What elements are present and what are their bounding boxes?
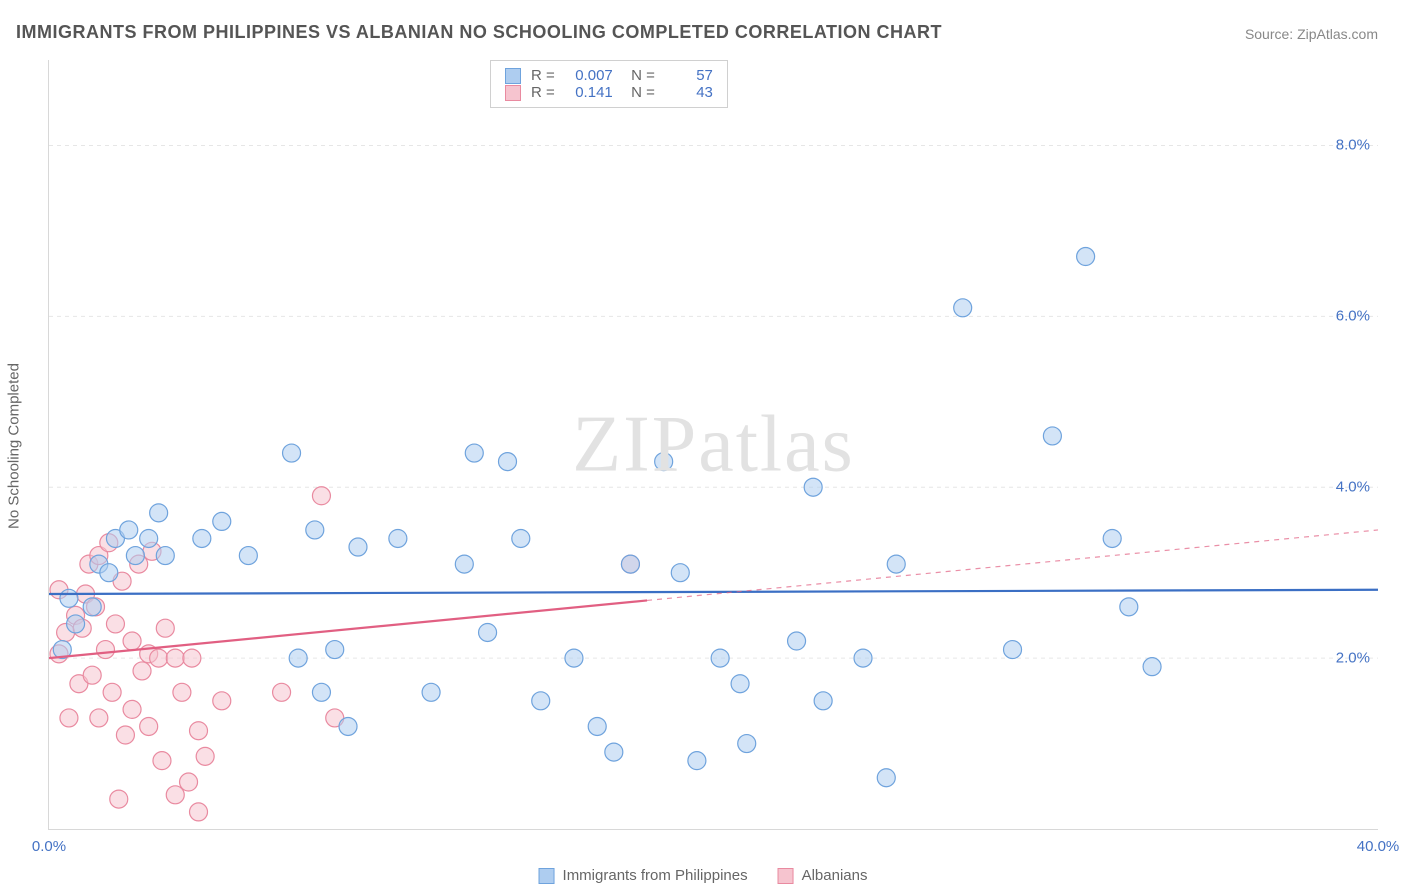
plot-area: ZIPatlas 2.0%4.0%6.0%8.0%0.0%40.0% [48, 60, 1378, 830]
legend-item-2: Albanians [778, 867, 868, 884]
bottom-legend: Immigrants from Philippines Albanians [539, 867, 868, 884]
n-value-2: 43 [665, 84, 713, 101]
y-tick-label: 8.0% [1336, 137, 1370, 154]
r-value-1: 0.007 [565, 67, 613, 84]
y-tick-label: 4.0% [1336, 479, 1370, 496]
y-tick-label: 2.0% [1336, 650, 1370, 667]
r-label-1: R = [531, 67, 555, 84]
scatter-chart [49, 60, 1378, 829]
source-label: Source: ZipAtlas.com [1245, 26, 1378, 42]
swatch-series-2 [505, 85, 521, 101]
y-tick-label: 6.0% [1336, 308, 1370, 325]
x-tick-label: 40.0% [1357, 838, 1400, 855]
n-label-1: N = [623, 67, 655, 84]
n-label-2: N = [623, 84, 655, 101]
swatch-series-1-bottom [539, 868, 555, 884]
correlation-row-2: R = 0.141 N = 43 [505, 84, 713, 101]
legend-label-2: Albanians [802, 867, 868, 884]
swatch-series-2-bottom [778, 868, 794, 884]
r-value-2: 0.141 [565, 84, 613, 101]
r-label-2: R = [531, 84, 555, 101]
correlation-legend: R = 0.007 N = 57 R = 0.141 N = 43 [490, 60, 728, 108]
legend-label-1: Immigrants from Philippines [563, 867, 748, 884]
x-tick-label: 0.0% [32, 838, 66, 855]
y-axis-label: No Schooling Completed [6, 363, 23, 529]
legend-item-1: Immigrants from Philippines [539, 867, 748, 884]
chart-title: IMMIGRANTS FROM PHILIPPINES VS ALBANIAN … [16, 22, 942, 43]
correlation-row-1: R = 0.007 N = 57 [505, 67, 713, 84]
n-value-1: 57 [665, 67, 713, 84]
swatch-series-1 [505, 68, 521, 84]
